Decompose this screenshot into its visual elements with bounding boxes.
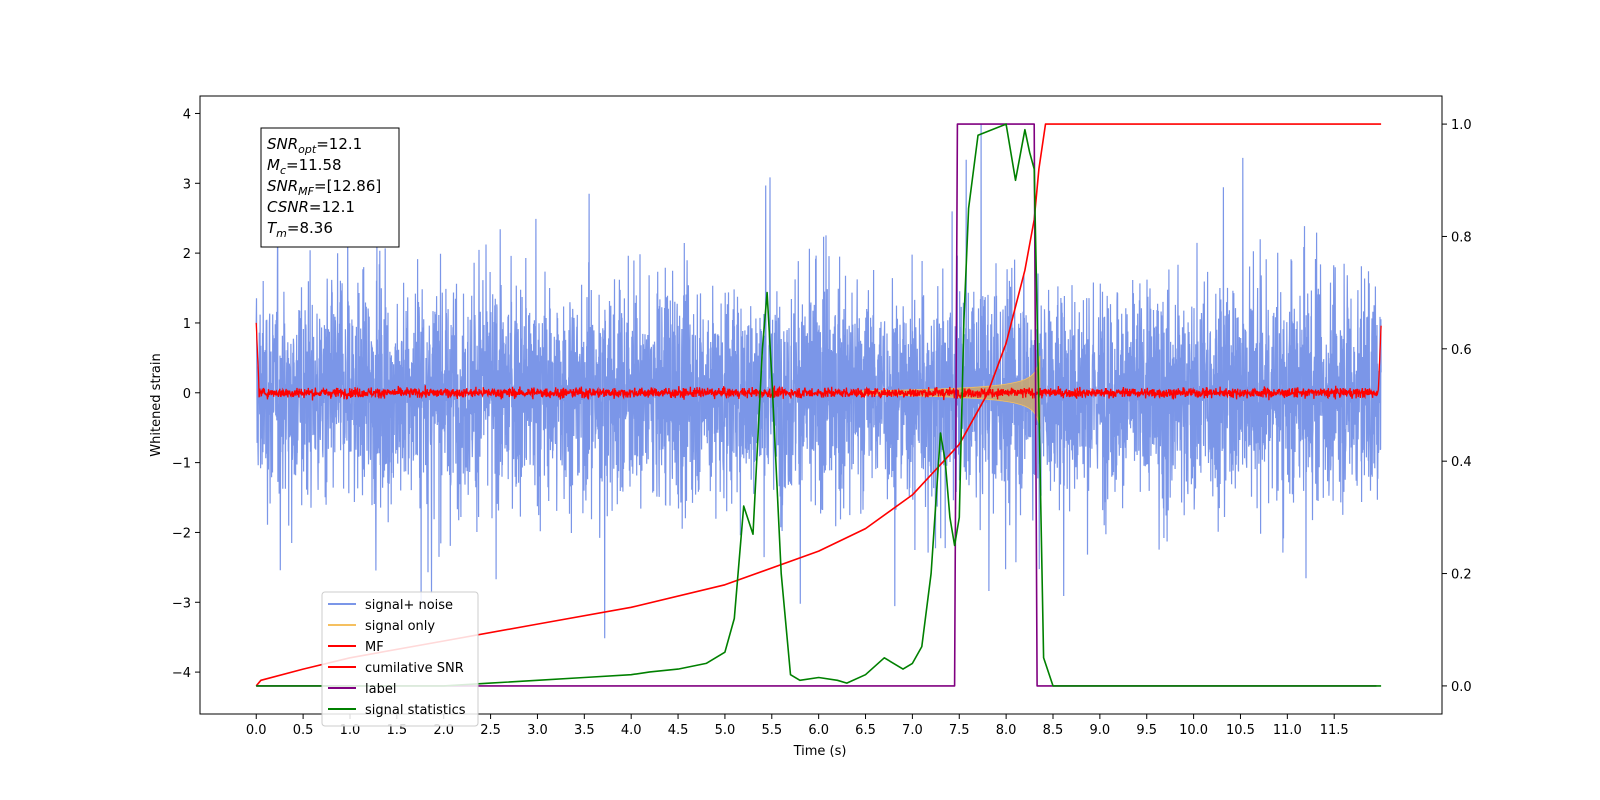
- legend-label: cumilative SNR: [365, 661, 464, 676]
- y-left-tick-label: 3: [183, 177, 191, 192]
- y-right-tick-label: 1.0: [1451, 118, 1472, 133]
- y-left-tick-label: 1: [183, 317, 191, 332]
- x-tick-label: 6.5: [855, 723, 876, 738]
- x-tick-label: 3.0: [527, 723, 548, 738]
- x-tick-label: 3.5: [574, 723, 595, 738]
- series-signal-noise-line: [255, 123, 1382, 639]
- x-tick-label: 7.0: [902, 723, 923, 738]
- annotation-line: Mc=11.58: [267, 156, 342, 177]
- y-left-tick-label: −4: [172, 666, 191, 681]
- x-tick-label: 11.5: [1320, 723, 1349, 738]
- annotation-frame: [260, 127, 400, 248]
- y-left-tick-label: 4: [183, 107, 191, 122]
- y-axis-label: Whitened strain: [149, 353, 164, 456]
- annotation-box: SNRopt=12.1Mc=11.58SNRMF=[12.86]CSNR=12.…: [260, 127, 400, 248]
- y-left-tick-label: 2: [183, 247, 191, 262]
- y-axis-left: 4 3 2 1 0 −1 −2 −3 −4: [172, 107, 200, 681]
- x-tick-label: 10.0: [1179, 723, 1208, 738]
- x-tick-label: 6.0: [808, 723, 829, 738]
- x-tick-label: 8.5: [1043, 723, 1064, 738]
- x-tick-label: 2.5: [480, 723, 501, 738]
- x-tick-label: 0.5: [293, 723, 314, 738]
- legend-label: signal statistics: [365, 703, 466, 718]
- legend-frame: [321, 591, 479, 727]
- legend-label: signal only: [365, 619, 435, 634]
- annotation-line: SNRMF=[12.86]: [267, 177, 381, 198]
- y-left-tick-label: −1: [172, 457, 191, 472]
- x-axis: 0.0 0.5 1.0 1.5 2.0 2.5 3.0 3.5 4.0 4.5 5.0 5.5 6.0 6…: [246, 714, 1349, 738]
- annotation-line: Tm=8.36: [267, 219, 333, 240]
- series-layer: [255, 123, 1382, 687]
- x-tick-label: 9.0: [1090, 723, 1111, 738]
- x-tick-label: 11.0: [1273, 723, 1302, 738]
- y-right-tick-label: 0.4: [1451, 455, 1472, 470]
- y-left-tick-label: 0: [183, 387, 191, 402]
- y-left-tick-label: −2: [172, 526, 191, 541]
- legend-label: MF: [365, 640, 384, 655]
- plot-frame: [199, 95, 1443, 715]
- x-tick-label: 4.0: [621, 723, 642, 738]
- y-right-tick-label: 0.8: [1451, 230, 1472, 245]
- series-signal-statistics-line: [256, 123, 1382, 687]
- x-tick-label: 8.0: [996, 723, 1017, 738]
- y-right-tick-label: 0.2: [1451, 568, 1472, 583]
- x-tick-label: 1.0: [340, 723, 361, 738]
- x-tick-label: 7.5: [949, 723, 970, 738]
- series-mf-line: [255, 322, 1382, 401]
- x-tick-label: 4.5: [668, 723, 689, 738]
- x-tick-label: 9.5: [1136, 723, 1157, 738]
- annotation-line: SNRopt=12.1: [267, 135, 362, 156]
- y-right-tick-label: 0.6: [1451, 343, 1472, 358]
- legend: signal+ noise signal only MF cumilative SNR…: [321, 591, 479, 727]
- x-tick-label: 1.5: [387, 723, 408, 738]
- y-left-tick-label: −3: [172, 596, 191, 611]
- y-right-tick-label: 0.0: [1451, 680, 1472, 695]
- x-tick-label: 2.0: [433, 723, 454, 738]
- x-tick-label: 5.5: [761, 723, 782, 738]
- legend-label: signal+ noise: [365, 598, 453, 613]
- x-tick-label: 0.0: [246, 723, 267, 738]
- x-tick-label: 10.5: [1226, 723, 1255, 738]
- legend-label: label: [365, 682, 396, 697]
- annotation-line: CSNR=12.1: [267, 198, 355, 216]
- x-axis-label: Time (s): [793, 744, 847, 759]
- y-axis-right: 1.0 0.8 0.6 0.4 0.2 0.0: [1442, 118, 1472, 695]
- x-tick-label: 5.0: [715, 723, 736, 738]
